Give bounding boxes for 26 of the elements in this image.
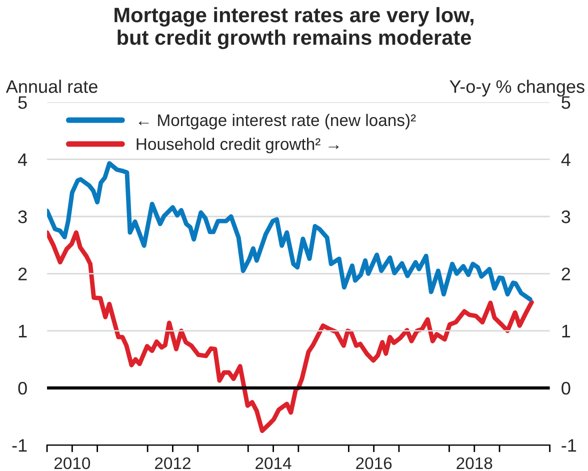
x-tick-label: 2016	[356, 457, 392, 470]
y2-tick-label: 5	[562, 96, 570, 109]
y-axis-title: Annual rate	[6, 80, 98, 93]
y-tick-label: 5	[18, 96, 27, 109]
y-tick-label: 4	[18, 153, 28, 166]
x-tick-label: 2012	[155, 457, 190, 470]
chart-title: Mortgage interest rates are very low, but credit growth remains moderate	[114, 7, 474, 50]
x-tick-label: 2018	[456, 457, 492, 470]
y-tick-label: -1	[12, 439, 27, 452]
y2-tick-label: 2	[562, 268, 570, 280]
y2-tick-label: 4	[561, 153, 570, 166]
y-tick-label: 3	[18, 210, 27, 224]
y2-tick-label: 0	[562, 382, 570, 395]
y2-tick-label: 3	[562, 210, 570, 224]
legend-label: Household credit growth² →	[136, 138, 339, 154]
y-tick-label: 2	[18, 268, 27, 280]
line-series	[47, 230, 534, 434]
y2-tick-label: -1	[562, 439, 576, 452]
y2-tick-label: 1	[562, 324, 570, 338]
y2-axis-title: Y-o-y % changes	[450, 80, 584, 97]
legend-label: ← Mortgage interest rate (new loans)²	[138, 114, 416, 130]
x-tick-label: 2014	[256, 457, 292, 470]
y-tick-label: 1	[18, 324, 27, 338]
line-series	[47, 161, 532, 302]
y-tick-label: 0	[18, 382, 27, 395]
x-tick-label: 2010	[54, 457, 90, 470]
